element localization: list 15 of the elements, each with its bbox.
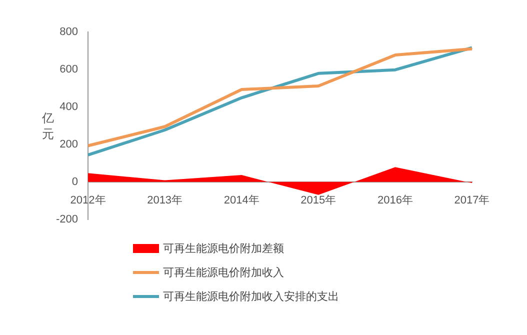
legend-label: 可再生能源电价附加差额: [163, 240, 284, 256]
legend-label: 可再生能源电价附加收入安排的支出: [163, 288, 339, 304]
y-tick-label: 0: [72, 176, 78, 188]
x-tick-label: 2016年: [377, 194, 413, 207]
legend-label: 可再生能源电价附加收入: [163, 264, 284, 280]
x-tick-label: 2017年: [454, 194, 490, 207]
y-tick-label: 400: [60, 100, 78, 113]
y-tick-label: 600: [60, 64, 78, 76]
x-tick-label: 2014年: [224, 194, 260, 207]
y-tick-label: 200: [60, 138, 78, 150]
x-tick-label: 2015年: [300, 194, 336, 207]
y-tick-label: -200: [56, 213, 78, 226]
x-tick-label: 2013年: [147, 194, 183, 207]
y-tick-label: 800: [60, 26, 78, 38]
y-axis-title: 亿元: [42, 110, 55, 142]
